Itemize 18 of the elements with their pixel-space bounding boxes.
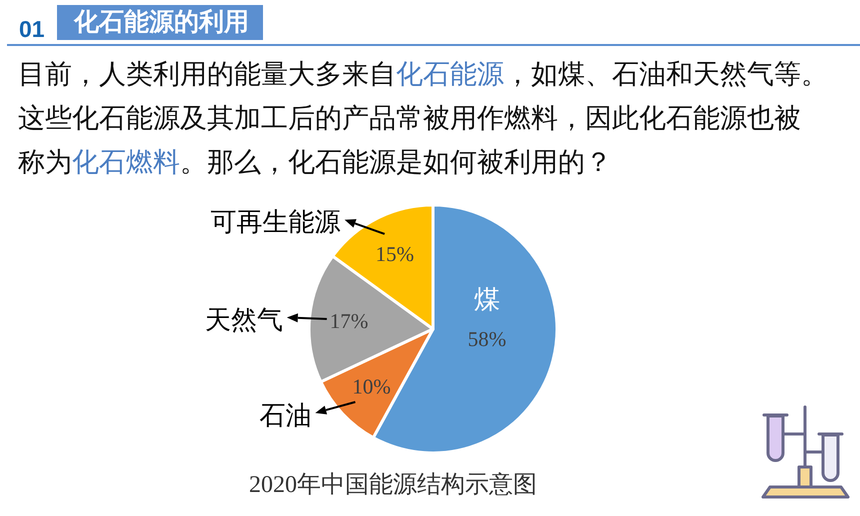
data-label: 58% [468, 326, 506, 351]
text: ，如煤、石油和天然气等。 [504, 58, 828, 91]
data-label: 17% [330, 309, 368, 334]
text: 化石燃料 [72, 146, 180, 179]
slice-label: 石油 [259, 400, 312, 430]
text: 称为 [18, 146, 72, 179]
text: 01 [19, 15, 45, 44]
text: 这些化石能源及其加工后的产品常被用作燃料，因此化石能源也被 [18, 102, 801, 135]
slice-label: 天然气 [204, 304, 283, 334]
chart-title: 化石能源的利用 [57, 5, 263, 40]
slice-label: 可再生能源 [210, 206, 341, 237]
slice-label: 煤 [474, 284, 500, 314]
text: 。那么，化石能源是如何被利用的？ [180, 146, 612, 179]
data-label: 10% [352, 374, 391, 399]
text: 目前，人类利用的能量大多来自 [18, 58, 396, 91]
data-label: 15% [375, 242, 414, 266]
text: 化石能源 [396, 58, 504, 91]
text: 2020年中国能源结构示意图 [249, 472, 537, 498]
